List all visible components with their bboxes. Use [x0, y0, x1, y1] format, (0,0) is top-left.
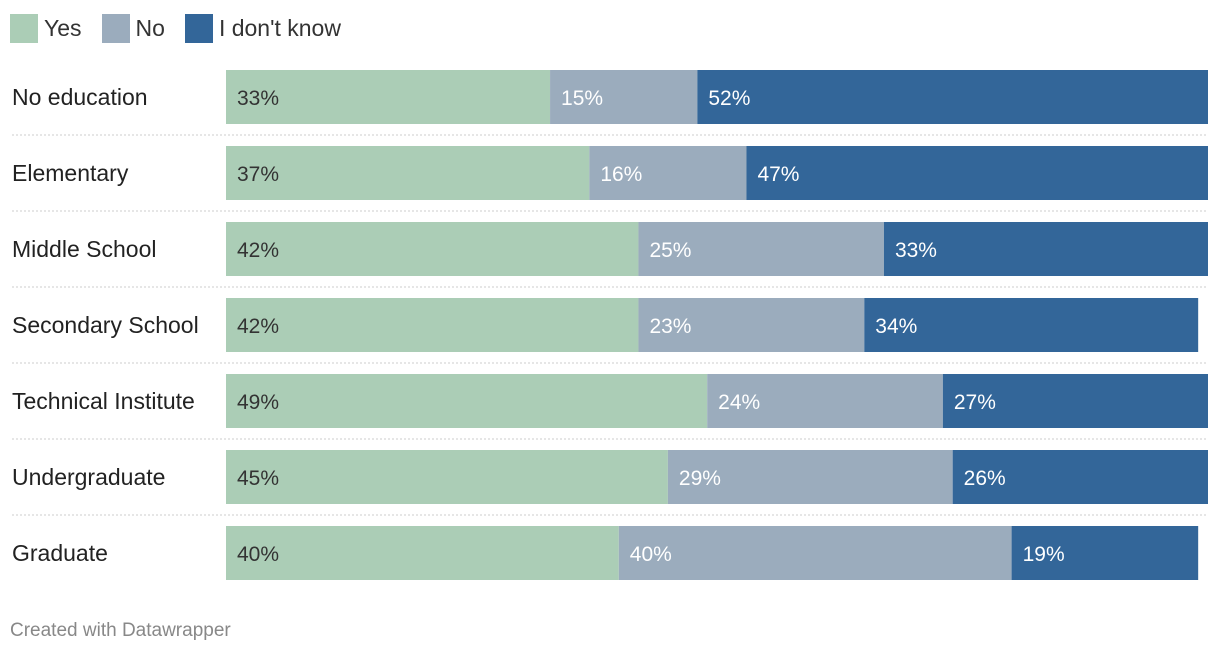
- data-label-yes: 42%: [237, 239, 279, 262]
- data-label-yes: 37%: [237, 163, 279, 186]
- data-label-yes: 45%: [237, 467, 279, 490]
- bar-segment-yes: [226, 526, 619, 580]
- bar-segment-idk: [697, 70, 1208, 124]
- legend-label-idk: I don't know: [218, 14, 341, 41]
- bar-segment-no: [550, 70, 698, 124]
- bar-segment-no: [638, 222, 884, 276]
- bar-segment-idk: [952, 450, 1208, 504]
- data-label-no: 24%: [718, 391, 760, 414]
- legend-item-no: No: [101, 13, 165, 43]
- bar-segment-yes: [226, 222, 639, 276]
- data-label-yes: 40%: [237, 543, 279, 566]
- data-label-no: 40%: [630, 543, 672, 566]
- bar-segment-yes: [226, 298, 639, 352]
- bar-segment-idk: [746, 146, 1208, 200]
- legend-swatch-idk: [184, 13, 213, 43]
- legend-label-yes: Yes: [44, 14, 82, 41]
- bar-segment-idk: [1011, 526, 1199, 580]
- data-label-idk: 33%: [895, 239, 937, 262]
- data-label-no: 23%: [649, 315, 691, 338]
- legend-swatch-no: [101, 13, 130, 43]
- bar-segment-no: [707, 374, 943, 428]
- bar-segment-idk: [942, 374, 1208, 428]
- legend: Yes No I don't know: [10, 13, 361, 43]
- bar-segment-no: [638, 298, 865, 352]
- data-label-idk: 26%: [964, 467, 1006, 490]
- legend-label-no: No: [135, 14, 165, 41]
- bar-segment-no: [667, 450, 953, 504]
- bar-segment-yes: [226, 70, 551, 124]
- data-label-no: 25%: [649, 239, 691, 262]
- bar-segment-yes: [226, 450, 668, 504]
- data-label-no: 29%: [679, 467, 721, 490]
- data-label-idk: 47%: [757, 163, 799, 186]
- row-label: Middle School: [12, 236, 156, 262]
- data-label-no: 16%: [600, 163, 642, 186]
- data-label-yes: 49%: [237, 391, 279, 414]
- data-label-idk: 19%: [1023, 543, 1065, 566]
- footer-credit: Created with Datawrapper: [10, 620, 231, 641]
- row-label: Undergraduate: [12, 464, 165, 490]
- bar-segment-idk: [864, 298, 1199, 352]
- bar-segment-yes: [226, 146, 590, 200]
- bar-segment-idk: [883, 222, 1208, 276]
- data-label-idk: 34%: [875, 315, 917, 338]
- data-label-idk: 27%: [954, 391, 996, 414]
- data-label-yes: 33%: [237, 87, 279, 110]
- legend-item-idk: I don't know: [184, 13, 341, 43]
- row-label: Technical Institute: [12, 388, 195, 414]
- bar-segment-yes: [226, 374, 708, 428]
- row-label: Secondary School: [12, 312, 199, 338]
- data-label-yes: 42%: [237, 315, 279, 338]
- bar-segment-no: [589, 146, 747, 200]
- legend-item-yes: Yes: [10, 13, 82, 43]
- data-label-no: 15%: [561, 87, 603, 110]
- row-label: Graduate: [12, 540, 108, 566]
- row-label: No education: [12, 84, 148, 110]
- row-label: Elementary: [12, 160, 129, 186]
- data-label-idk: 52%: [708, 87, 750, 110]
- legend-swatch-yes: [10, 13, 38, 43]
- bar-segment-no: [618, 526, 1012, 580]
- stacked-bar-chart: No education 33% 15% 52% Elementary 37% 16% 47%…: [12, 70, 1208, 580]
